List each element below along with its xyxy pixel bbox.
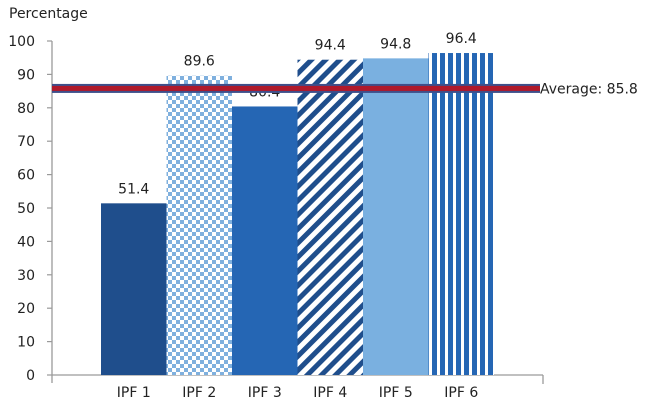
x-tick-label: IPF 2 (182, 385, 216, 401)
bars (101, 53, 494, 376)
y-tick-label: 100 (8, 34, 35, 50)
y-tick-label: 10 (17, 335, 35, 351)
axes: 0 10 20 30 40 50 60 70 80 90 100 (8, 34, 544, 384)
data-label: 51.4 (118, 181, 149, 197)
bar-ipf-5 (363, 58, 429, 375)
average-label: Average: 85.8 (540, 81, 638, 97)
data-label: 94.8 (380, 36, 411, 52)
x-tick-label: IPF 5 (379, 385, 413, 401)
x-tick-label: IPF 4 (313, 385, 347, 401)
bar-ipf-6 (428, 53, 494, 376)
bar-ipf-3 (232, 106, 298, 376)
x-tick-label: IPF 3 (248, 385, 282, 401)
bar-ipf-4 (297, 59, 363, 375)
average-line (52, 85, 540, 91)
y-tick-label: 40 (17, 234, 35, 250)
average-line: Average: 85.8 (52, 81, 638, 97)
y-axis-title: Percentage (9, 6, 88, 22)
y-tick-label: 80 (17, 101, 35, 117)
y-tick-label: 60 (17, 168, 35, 184)
y-tick-label: 20 (17, 301, 35, 317)
y-tick-label: 0 (26, 368, 35, 384)
data-label: 89.6 (184, 54, 215, 70)
data-label: 96.4 (446, 31, 477, 47)
data-label: 94.4 (315, 38, 346, 54)
y-tick-label: 70 (17, 134, 35, 150)
bar-ipf-1 (101, 203, 167, 375)
y-tick-label: 50 (17, 201, 35, 217)
x-tick-label: IPF 1 (117, 385, 151, 401)
y-tick-label: 90 (17, 67, 35, 83)
bar-ipf-2 (166, 75, 232, 376)
x-tick-label: IPF 6 (444, 385, 478, 401)
y-tick-label: 30 (17, 268, 35, 284)
